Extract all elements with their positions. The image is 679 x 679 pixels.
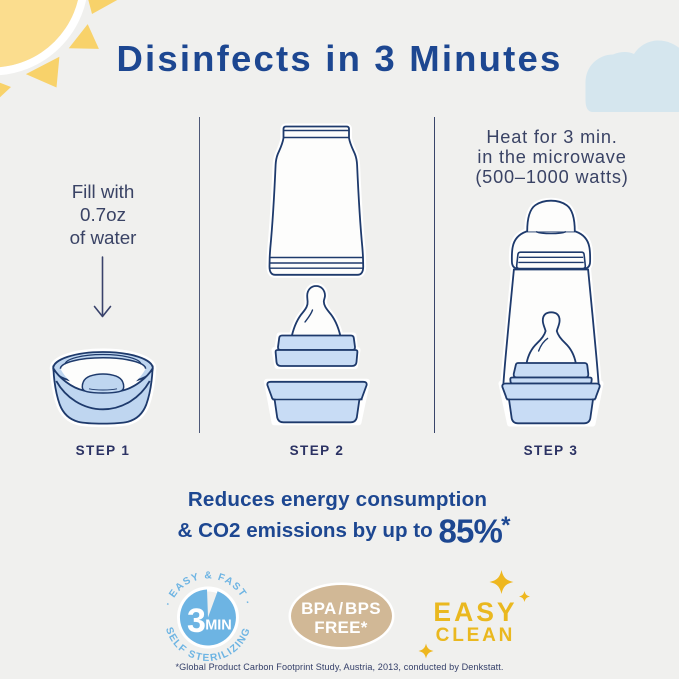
svg-text:MIN: MIN bbox=[205, 618, 232, 634]
svg-text:3: 3 bbox=[187, 602, 206, 640]
